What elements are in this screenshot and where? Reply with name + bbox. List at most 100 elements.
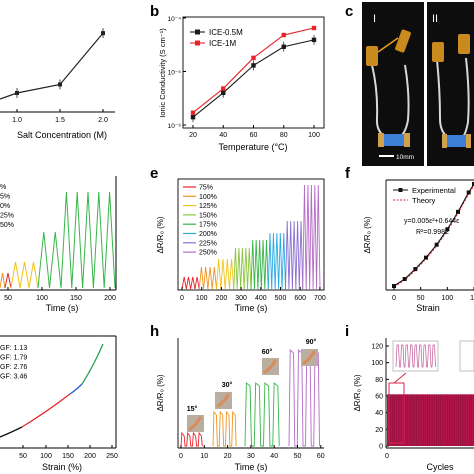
panel-f-point [456, 209, 460, 214]
panel-i-fatigue-band [387, 394, 474, 446]
panel-e-legend-label: 150% [199, 212, 217, 219]
clamp-left-i [378, 133, 384, 147]
panel-b-legend: ICE-0.5M ICE-1M [190, 28, 243, 48]
panel-i-ytick-label: 80 [375, 377, 383, 384]
panel-e-wave-100pct [198, 266, 217, 290]
panel-e-wave-125pct [216, 258, 235, 290]
panel-h-angle-label: 15° [187, 405, 198, 413]
panel-f-r2: R²=0.9982 [416, 229, 449, 236]
panel-a-tick-label: 1.5 [55, 117, 65, 124]
panel-e-legend-label: 250% [199, 250, 217, 257]
panel-f-point [413, 267, 418, 272]
panel-e-xtick-label: 600 [294, 295, 306, 302]
panel-e-xtick-label: 400 [255, 295, 267, 302]
panel-e-xlabel: Time (s) [235, 303, 268, 313]
panel-e-frame [177, 178, 325, 291]
panel-g-gf-label: GF: 2.76 [0, 364, 27, 371]
panel-e-xtick-label: 0 [180, 295, 184, 302]
panel-f-point [434, 242, 439, 247]
finger-icon [216, 393, 230, 408]
clip-left-i [366, 46, 378, 66]
panel-e-xtick-label: 700 [314, 295, 326, 302]
hydrogel-i [380, 134, 408, 146]
panel-d-wave [60, 191, 116, 289]
panel-b-letter: b [150, 3, 159, 20]
panel-i-ytick-label: 120 [371, 344, 383, 351]
panel-g-gauge-factors: GF: 1.13 GF: 1.79 GF: 2.76 GF: 3.46 [0, 345, 27, 381]
panel-f-letter: f [345, 165, 351, 182]
panel-h-angle-label: 30° [222, 381, 233, 389]
panel-g-xticks: 50 100 150 200 250 [19, 445, 118, 460]
led-i [377, 37, 399, 53]
panel-d-wave [10, 261, 39, 289]
panel-d: 50 100 150 200 % 5% 0% 25% 50% Time (s) [0, 176, 117, 313]
finger-icon [188, 416, 202, 431]
panel-i-ytick-label: 100 [371, 360, 383, 367]
panel-g-xlabel: Strain (%) [42, 462, 82, 472]
panel-f-xtick-label: 0 [392, 295, 396, 302]
panel-h-finger-photos: 15° 30° 60° 90° [187, 338, 318, 432]
panel-e-legend-label: 125% [199, 203, 217, 210]
panel-h-xtick-label: 40 [270, 453, 278, 460]
panel-e-legend-label: 100% [199, 194, 217, 201]
panel-i-inset-2 [459, 340, 474, 372]
panel-f-point [402, 277, 407, 282]
panel-h-xtick-label: 30 [247, 453, 255, 460]
clip-left-ii [432, 42, 444, 62]
panel-a-point [58, 82, 62, 87]
panel-e-wave-150pct [233, 247, 252, 290]
clamp-right-i [404, 133, 410, 147]
panel-f: f ΔR/R₀ (%) 0 50 100 15 Experimental Theory… [345, 165, 474, 313]
panel-e: e ΔR/R₀ (%) 0 100 200 300 400 500 600 700 75% 10… [150, 165, 326, 313]
panel-h-waves [180, 348, 320, 447]
panel-f-xtick-label: 50 [417, 295, 425, 302]
panel-d-legend-label: 0% [0, 203, 10, 210]
panel-h-wave-3 [244, 382, 280, 447]
legend-marker-ice05 [195, 29, 200, 35]
panel-h-xlabel: Time (s) [235, 462, 268, 472]
finger-icon [263, 359, 277, 374]
panel-i-inset-1-wave [395, 344, 436, 368]
panel-b-xtick-label: 40 [219, 132, 227, 139]
legend-label-experimental: Experimental [412, 186, 456, 195]
panel-f-point [424, 255, 428, 260]
panel-c: c I II 10mm [345, 2, 474, 166]
panel-b-points [190, 25, 317, 123]
panel-e-letter: e [150, 165, 158, 182]
panel-d-legend-label: 50% [0, 222, 14, 229]
panel-e-xtick-label: 100 [196, 295, 208, 302]
panel-f-xtick-label: 100 [441, 295, 453, 302]
panel-f-points [392, 182, 474, 288]
clip-right-ii [458, 34, 470, 54]
panel-a-xlabel: Salt Concentration (M) [17, 130, 107, 140]
panel-h-xtick-label: 50 [294, 453, 302, 460]
photo-ii-label: II [432, 13, 438, 25]
panel-i-ytick-label: 40 [375, 410, 383, 417]
panel-f-xtick-label: 15 [470, 295, 474, 302]
panel-g-segment-4 [81, 343, 104, 385]
panel-b-xtick-label: 20 [189, 132, 197, 139]
panel-i-ytick-label: 20 [375, 427, 383, 434]
panel-d-wave [37, 231, 62, 289]
panel-e-legend-label: 225% [199, 240, 217, 247]
panel-i-arrow [393, 372, 407, 384]
panel-b-ytick-label: 10⁻⁴ [168, 16, 182, 23]
legend-marker-experimental [398, 188, 403, 192]
panel-i-xlabel: Cycles [426, 462, 454, 472]
wire-right-ii [461, 57, 470, 139]
panel-b-ytick-label: 10⁻⁵ [168, 70, 182, 77]
panel-a: 1.0 1.5 2.0 Salt Concentration (M) [0, 28, 115, 140]
legend-marker-ice1 [195, 40, 200, 46]
scale-bar-label: 10mm [396, 154, 414, 161]
panel-i-ytick-label: 0 [379, 444, 383, 451]
panel-a-line [0, 32, 104, 100]
panel-g-xtick-label: 150 [62, 453, 74, 460]
panel-h-ylabel: ΔR/R₀ (%) [156, 374, 165, 411]
panel-b-frame [182, 16, 325, 129]
panel-b-xtick-label: 80 [280, 132, 288, 139]
panel-a-ticks: 1.0 1.5 2.0 [12, 109, 108, 124]
panel-h-xtick-label: 20 [224, 453, 232, 460]
panel-d-legend-label: 25% [0, 213, 14, 220]
panel-i-letter: i [345, 323, 349, 340]
panel-h-wave-4 [288, 348, 320, 447]
